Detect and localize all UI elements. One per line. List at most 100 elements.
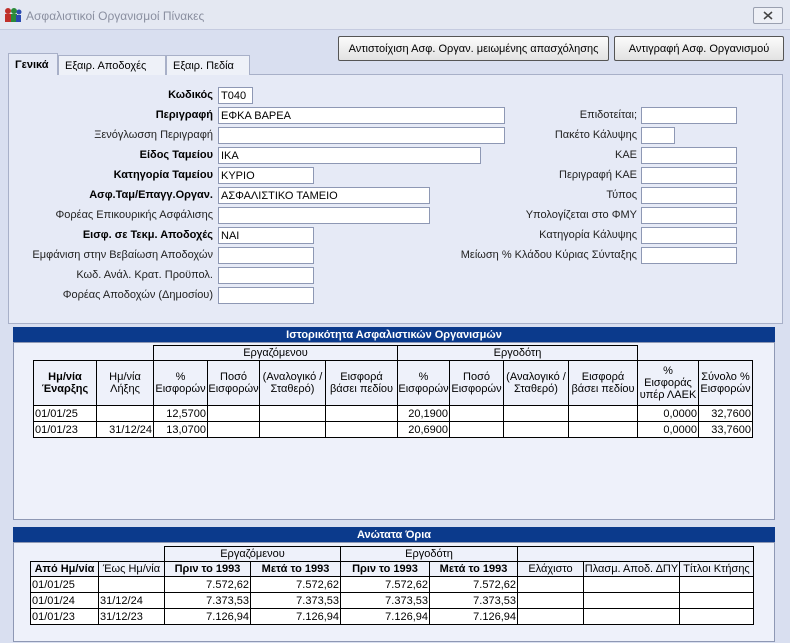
text-input[interactable]: Τ040 [218, 87, 253, 104]
text-input[interactable]: ΕΦΚΑ ΒΑΡΕΑ [218, 107, 505, 124]
table-cell[interactable]: 7.572,62 [250, 576, 341, 593]
title-bar: Ασφαλιστικοί Οργανισμοί Πίνακες [0, 0, 790, 30]
table-cell[interactable] [325, 421, 398, 438]
table-cell[interactable]: 7.373,53 [164, 592, 251, 609]
text-input[interactable]: ΝΑΙ [218, 227, 314, 244]
close-button[interactable] [753, 7, 783, 24]
text-input[interactable]: ΚΥΡΙΟ [218, 167, 314, 184]
text-input[interactable] [641, 227, 737, 244]
text-input[interactable] [641, 247, 737, 264]
field-label: Ασφ.Ταμ/Επαγγ.Οργαν. [89, 189, 213, 201]
table-cell[interactable]: 7.373,53 [250, 592, 341, 609]
table-cell[interactable]: 20,1900 [397, 405, 450, 422]
table-cell[interactable] [568, 405, 638, 422]
table-cell[interactable] [503, 421, 569, 438]
text-input[interactable] [641, 207, 737, 224]
text-input[interactable] [218, 287, 314, 304]
table-cell[interactable] [517, 592, 584, 609]
table-cell[interactable] [259, 405, 326, 422]
table-cell[interactable]: 7.572,62 [340, 576, 430, 593]
table-cell[interactable] [679, 592, 754, 609]
table-cell[interactable] [259, 421, 326, 438]
column-header: Ελάχιστο [517, 561, 584, 577]
table-cell[interactable]: 7.126,94 [164, 608, 251, 625]
text-input[interactable] [218, 207, 430, 224]
table-cell[interactable]: 13,0700 [153, 421, 208, 438]
table-cell[interactable]: 31/12/24 [98, 592, 165, 609]
text-input[interactable] [641, 187, 737, 204]
text-input[interactable] [218, 267, 314, 284]
text-input[interactable] [641, 107, 737, 124]
section-title: Ιστορικότητα Ασφαλιστικών Οργανισμών [13, 327, 775, 342]
field-label: Επιδοτείται; [579, 109, 637, 121]
table-cell[interactable]: 01/01/25 [33, 405, 97, 422]
table-cell[interactable] [568, 421, 638, 438]
table-cell[interactable] [583, 608, 680, 625]
table-cell[interactable] [503, 405, 569, 422]
tab[interactable]: Εξαιρ. Πεδία [166, 55, 250, 75]
table-cell[interactable]: 01/01/24 [30, 592, 99, 609]
text-input[interactable] [218, 127, 505, 144]
table-cell[interactable] [96, 405, 154, 422]
table-cell[interactable]: 01/01/23 [30, 608, 99, 625]
column-header: Ημ/νία Λήξης [96, 360, 154, 406]
group-header: Εργαζόμενου [153, 345, 398, 361]
field-label: Πακέτο Κάλυψης [554, 129, 637, 141]
text-input[interactable] [641, 147, 737, 164]
table-cell[interactable] [449, 421, 504, 438]
table-cell[interactable] [583, 576, 680, 593]
table-cell[interactable] [517, 576, 584, 593]
column-header: Εισφορά βάσει πεδίου [568, 360, 638, 406]
table-cell[interactable]: 7.126,94 [250, 608, 341, 625]
table-cell[interactable] [207, 405, 260, 422]
table-cell[interactable]: 01/01/25 [30, 576, 99, 593]
text-input[interactable] [641, 127, 675, 144]
table-cell[interactable]: 7.572,62 [429, 576, 518, 593]
table-cell[interactable]: 0,0000 [637, 421, 699, 438]
table-cell[interactable] [325, 405, 398, 422]
field-label: Μείωση % Κλάδου Κύριας Σύνταξης [460, 249, 637, 261]
field-label: Φορέας Αποδοχών (Δημοσίου) [62, 289, 213, 301]
table-cell[interactable]: 0,0000 [637, 405, 699, 422]
table-cell[interactable]: 7.126,94 [429, 608, 518, 625]
table-cell[interactable] [449, 405, 504, 422]
table-cell[interactable]: 12,5700 [153, 405, 208, 422]
button[interactable]: Αντιστοίχιση Ασφ. Οργαν. μειωμένης απασχ… [338, 36, 609, 61]
table-cell[interactable]: 7.373,53 [429, 592, 518, 609]
field-label: Κωδικός [168, 89, 213, 101]
close-icon [763, 11, 773, 20]
table-cell[interactable]: 7.126,94 [340, 608, 430, 625]
table-cell[interactable]: 31/12/23 [98, 608, 165, 625]
group-header-blank [517, 546, 754, 562]
table-cell[interactable]: 31/12/24 [96, 421, 154, 438]
table-cell[interactable] [679, 608, 754, 625]
table-cell[interactable]: 20,6900 [397, 421, 450, 438]
text-input[interactable]: ΑΣΦΑΛΙΣΤΙΚΟ ΤΑΜΕΙΟ [218, 187, 430, 204]
field-label: Φορέας Επικουρικής Ασφάλισης [55, 209, 213, 221]
table-cell[interactable] [679, 576, 754, 593]
field-label: Τύπος [606, 189, 637, 201]
field-label: Κατηγορία Κάλυψης [539, 229, 637, 241]
table-cell[interactable]: 32,7600 [698, 405, 753, 422]
table-cell[interactable] [583, 592, 680, 609]
table-cell[interactable] [207, 421, 260, 438]
tab[interactable]: Γενικά [8, 53, 58, 75]
column-header: Σύνολο % Εισφορών [698, 360, 753, 406]
column-header: Ποσό Εισφορών [207, 360, 260, 406]
field-label: Είδος Ταμείου [139, 149, 213, 161]
table-cell[interactable]: 01/01/23 [33, 421, 97, 438]
table-cell[interactable]: 7.373,53 [340, 592, 430, 609]
tab[interactable]: Εξαιρ. Αποδοχές [58, 55, 166, 75]
table-cell[interactable]: 33,7600 [698, 421, 753, 438]
table-cell[interactable]: 7.572,62 [164, 576, 251, 593]
button[interactable]: Αντιγραφή Ασφ. Οργανισμού [614, 36, 784, 61]
app-icon [5, 8, 22, 22]
column-header: Πριν το 1993 [340, 561, 430, 577]
field-label: Ξενόγλωσση Περιγραφή [94, 129, 213, 141]
field-label: Εισφ. σε Τεκμ. Αποδοχές [82, 229, 213, 241]
text-input[interactable] [641, 167, 737, 184]
text-input[interactable] [218, 247, 314, 264]
table-cell[interactable] [517, 608, 584, 625]
text-input[interactable]: ΙΚΑ [218, 147, 481, 164]
table-cell[interactable] [98, 576, 165, 593]
